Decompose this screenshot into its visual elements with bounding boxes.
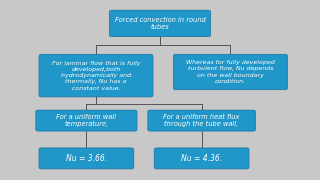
Text: For laminar flow that is fully
developed,both
hydrodynamically and
thermally, Nu: For laminar flow that is fully developed…: [52, 61, 140, 91]
Text: Nu = 4.36.: Nu = 4.36.: [181, 154, 222, 163]
FancyBboxPatch shape: [173, 54, 287, 90]
FancyBboxPatch shape: [36, 110, 137, 131]
FancyBboxPatch shape: [109, 10, 211, 37]
FancyBboxPatch shape: [148, 110, 255, 131]
Text: Forced convection in round
tubes: Forced convection in round tubes: [115, 17, 205, 30]
Text: Nu = 3.66.: Nu = 3.66.: [66, 154, 107, 163]
Text: Whereas for fully developed
turbulent flow, Nu depends
on the wall boundary
cond: Whereas for fully developed turbulent fl…: [186, 60, 275, 84]
Text: For a uniform wall
temperature,: For a uniform wall temperature,: [56, 114, 116, 127]
Text: For a uniform heat flux
through the tube wall,: For a uniform heat flux through the tube…: [164, 114, 240, 127]
FancyBboxPatch shape: [154, 148, 249, 169]
FancyBboxPatch shape: [39, 54, 153, 97]
FancyBboxPatch shape: [39, 148, 134, 169]
